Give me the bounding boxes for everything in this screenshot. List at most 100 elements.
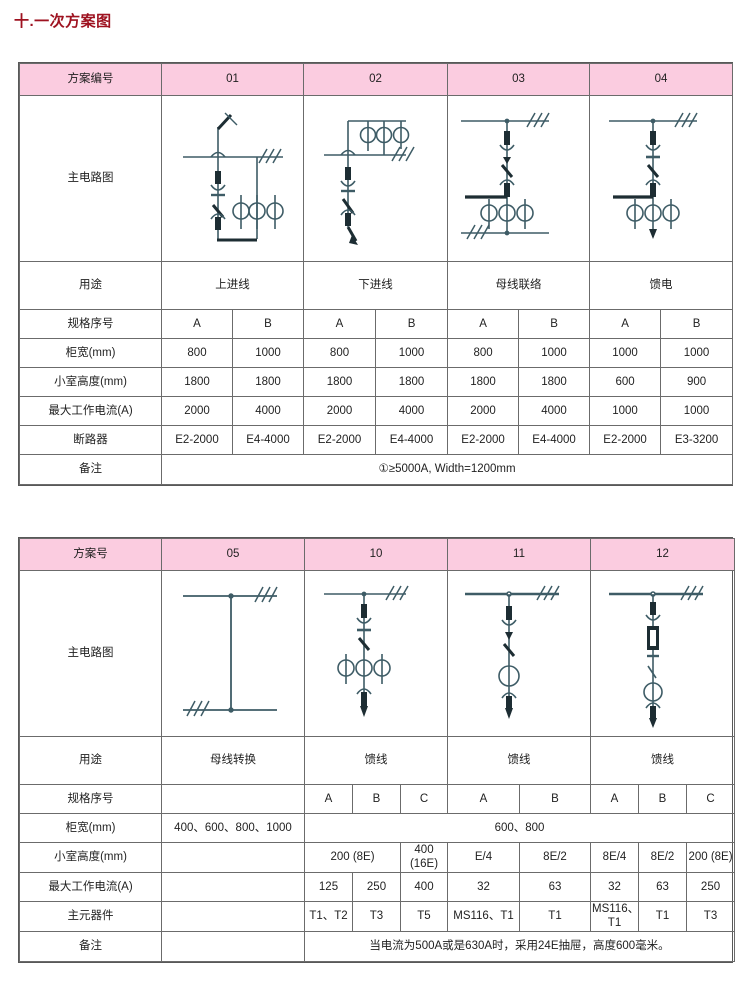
table2-current-05 xyxy=(161,871,305,902)
table2-height-11b: 8E/2 xyxy=(518,842,592,873)
table2-spec-4: B xyxy=(518,784,592,814)
table2-height-12c: 200 (8E) xyxy=(686,842,736,873)
table1-current-2: 2000 xyxy=(303,396,377,426)
scheme-table-1: 方案编号 01 02 03 04 主电路图 xyxy=(18,62,734,486)
table2-current-7: 250 xyxy=(686,871,736,902)
table1-note-value: ①≥5000A, Width=1200mm xyxy=(160,454,734,485)
scheme-table-1-grid: 方案编号 01 02 03 04 主电路图 xyxy=(19,63,734,485)
table1-current-row: 最大工作电流(A) 2000 4000 2000 4000 2000 4000 … xyxy=(19,396,734,426)
table1-spec-0: A xyxy=(161,309,233,339)
table2-current-6: 63 xyxy=(638,871,688,902)
table2-note-05 xyxy=(161,930,305,962)
scheme-table-2: 方案号 05 10 11 12 主电路图 xyxy=(18,537,736,963)
table1-height-label: 小室高度(mm) xyxy=(19,367,162,397)
table1-spec-5: B xyxy=(518,309,591,339)
table2-note-value: 当电流为500A或是630A时，采用24E抽屉，高度600毫米。 xyxy=(303,930,736,962)
table2-current-0: 125 xyxy=(304,871,353,902)
table1-width-4: 800 xyxy=(447,338,520,368)
table1-width-1: 1000 xyxy=(231,338,305,368)
table2-height-row: 小室高度(mm) 200 (8E) 400 (16E) E/4 8E/2 8E/… xyxy=(19,842,736,873)
table2-use-05: 母线转换 xyxy=(161,736,305,785)
table2-height-12a: 8E/4 xyxy=(590,842,640,873)
table2-device-2: T5 xyxy=(400,900,448,932)
table1-spec-1: B xyxy=(231,309,305,339)
table1-width-row: 柜宽(mm) 800 1000 800 1000 800 1000 1000 1… xyxy=(19,338,734,368)
table2-width-05: 400、600、800、1000 xyxy=(161,813,305,843)
table1-current-6: 1000 xyxy=(589,396,662,426)
table1-breaker-6: E2-2000 xyxy=(589,425,662,455)
table2-device-row: 主元器件 T1、T2 T3 T5 MS116、T1 T1 MS116、T1 T1… xyxy=(19,900,736,932)
table1-current-3: 4000 xyxy=(375,396,449,426)
table2-diagram-label: 主电路图 xyxy=(19,570,162,737)
table2-device-1: T3 xyxy=(352,900,401,932)
table2-device-5: MS116、T1 xyxy=(590,900,640,932)
table1-diagram-row: 主电路图 xyxy=(19,95,734,262)
table2-current-label: 最大工作电流(A) xyxy=(19,871,162,902)
table2-device-4: T1 xyxy=(518,900,592,932)
table2-spec-6: B xyxy=(638,784,688,814)
table1-breaker-1: E4-4000 xyxy=(231,425,305,455)
table1-breaker-5: E4-4000 xyxy=(518,425,591,455)
table2-diagram-row: 主电路图 xyxy=(19,570,736,737)
table2-width-label: 柜宽(mm) xyxy=(19,813,162,843)
table1-height-0: 1800 xyxy=(161,367,233,397)
page-title: 十.一次方案图 xyxy=(14,13,112,30)
table2-spec-2: C xyxy=(400,784,448,814)
table1-use-02: 下进线 xyxy=(303,261,449,310)
table2-use-10: 馈线 xyxy=(304,736,448,785)
table2-use-12: 馈线 xyxy=(590,736,736,785)
table1-breaker-4: E2-2000 xyxy=(447,425,520,455)
table1-height-row: 小室高度(mm) 1800 1800 1800 1800 1800 1800 6… xyxy=(19,367,734,397)
table2-current-2: 400 xyxy=(400,871,448,902)
table2-spec-05 xyxy=(161,784,305,814)
table1-height-4: 1800 xyxy=(447,367,520,397)
table1-diagram-label: 主电路图 xyxy=(19,95,162,262)
table2-scheme-05: 05 xyxy=(161,538,305,571)
table2-current-5: 32 xyxy=(590,871,640,902)
table1-current-7: 1000 xyxy=(660,396,734,426)
table1-height-5: 1800 xyxy=(518,367,591,397)
table2-use-row: 用途 母线转换 馈线 馈线 馈线 xyxy=(19,736,736,785)
table1-current-label: 最大工作电流(A) xyxy=(19,396,162,426)
circuit-diagram-12 xyxy=(590,570,736,737)
table2-height-05 xyxy=(161,842,305,873)
circuit-diagram-11 xyxy=(446,570,592,737)
table2-device-label: 主元器件 xyxy=(19,900,162,932)
table1-width-label: 柜宽(mm) xyxy=(19,338,162,368)
circuit-diagram-01 xyxy=(160,95,305,262)
table2-height-12b: 8E/2 xyxy=(638,842,688,873)
table2-use-11: 馈线 xyxy=(446,736,592,785)
table1-current-5: 4000 xyxy=(518,396,591,426)
table1-width-3: 1000 xyxy=(375,338,449,368)
table2-header-label: 方案号 xyxy=(19,538,162,571)
table1-scheme-03: 03 xyxy=(447,63,591,96)
table1-spec-label: 规格序号 xyxy=(19,309,162,339)
table1-scheme-04: 04 xyxy=(589,63,734,96)
table2-current-3: 32 xyxy=(447,871,520,902)
table1-spec-2: A xyxy=(303,309,377,339)
table2-height-11a: E/4 xyxy=(447,842,520,873)
table1-header-row: 方案编号 01 02 03 04 xyxy=(19,63,734,96)
table2-spec-5: A xyxy=(590,784,640,814)
table2-device-6: T1 xyxy=(638,900,688,932)
table1-spec-row: 规格序号 A B A B A B A B xyxy=(19,309,734,339)
table2-current-row: 最大工作电流(A) 125 250 400 32 63 32 63 250 xyxy=(19,871,736,902)
table1-width-7: 1000 xyxy=(660,338,734,368)
table1-width-0: 800 xyxy=(161,338,233,368)
table2-spec-1: B xyxy=(352,784,401,814)
table1-spec-4: A xyxy=(447,309,520,339)
table2-current-1: 250 xyxy=(352,871,401,902)
table2-height-10ab: 200 (8E) xyxy=(304,842,401,873)
table1-scheme-01: 01 xyxy=(160,63,305,96)
table1-current-1: 4000 xyxy=(231,396,305,426)
table1-breaker-7: E3-3200 xyxy=(660,425,734,455)
table2-header-row: 方案号 05 10 11 12 xyxy=(19,538,736,571)
circuit-diagram-04 xyxy=(589,95,734,262)
table1-spec-6: A xyxy=(589,309,662,339)
table1-current-0: 2000 xyxy=(161,396,233,426)
table2-spec-row: 规格序号 A B C A B A B C xyxy=(19,784,736,814)
table1-height-2: 1800 xyxy=(303,367,377,397)
table1-scheme-02: 02 xyxy=(303,63,449,96)
table2-height-label: 小室高度(mm) xyxy=(19,842,162,873)
table1-use-03: 母线联络 xyxy=(447,261,591,310)
